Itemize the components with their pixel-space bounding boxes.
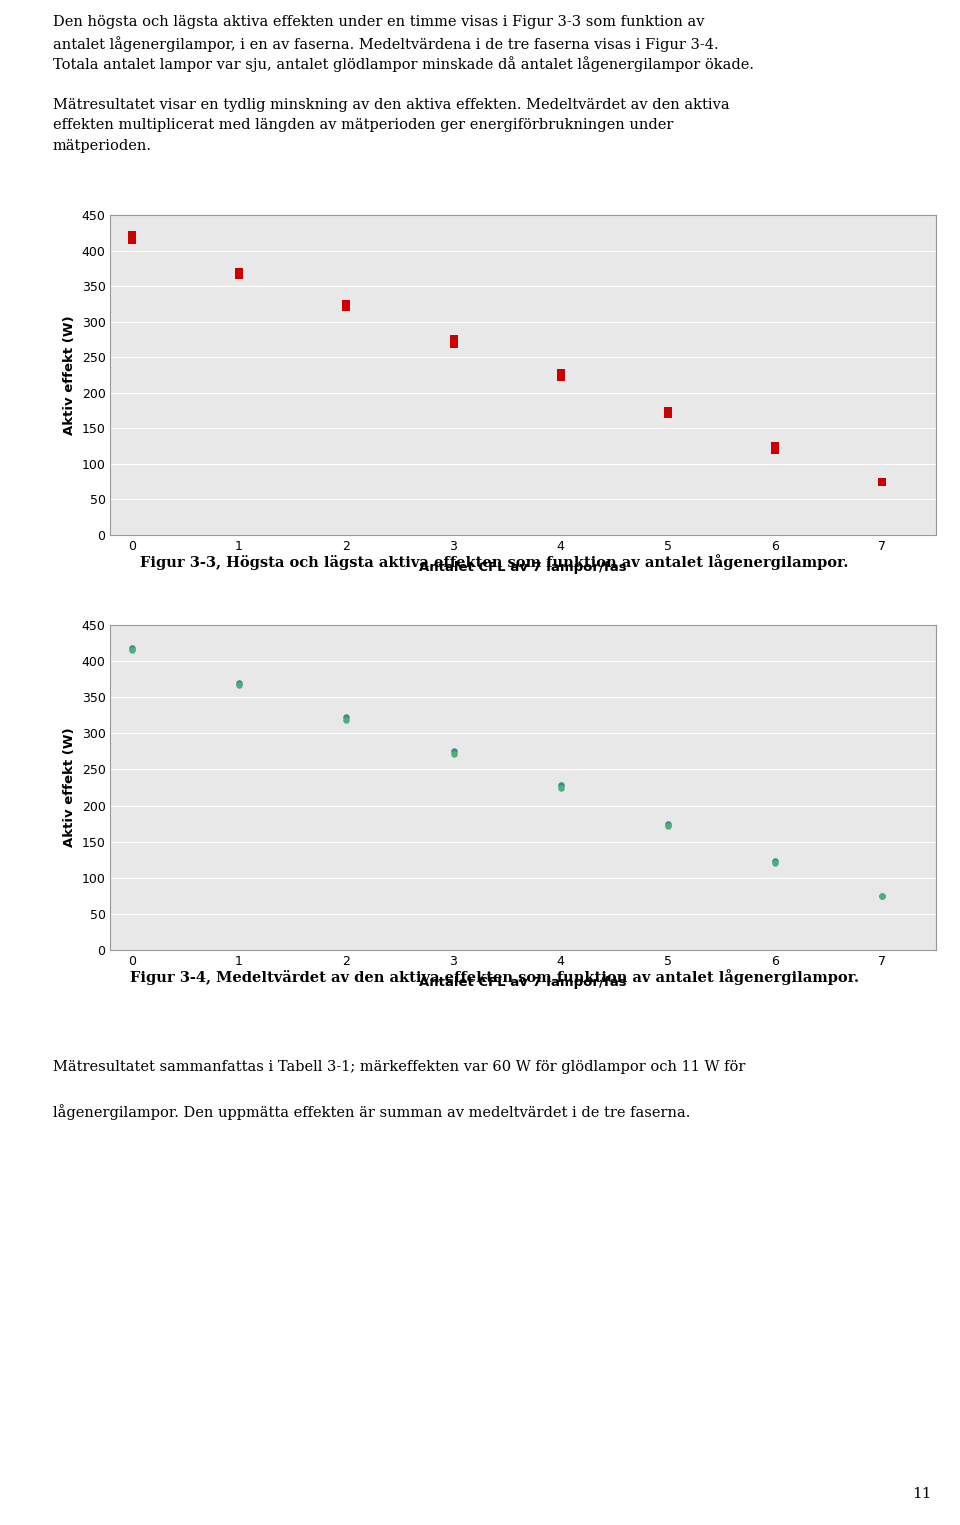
Text: 11: 11 (912, 1487, 931, 1501)
Point (231, 673, 247, 697)
Point (124, 227, 139, 252)
Point (767, 849, 782, 874)
Point (124, 223, 139, 247)
Point (767, 851, 782, 875)
Point (445, 743, 461, 767)
Point (553, 776, 568, 801)
Text: Totala antalet lampor var sju, antalet glödlampor minskade då antalet lågenergil: Totala antalet lampor var sju, antalet g… (53, 56, 754, 72)
Y-axis label: Aktiv effekt (W): Aktiv effekt (W) (63, 727, 76, 848)
Point (767, 438, 782, 462)
Point (553, 361, 568, 386)
Point (875, 470, 890, 494)
Point (553, 773, 568, 798)
Point (660, 813, 676, 837)
Point (767, 435, 782, 459)
Point (339, 708, 354, 732)
Text: Figur 3-4, Medeltvärdet av den aktiva effekten som funktion av antalet lågenergi: Figur 3-4, Medeltvärdet av den aktiva ef… (130, 970, 859, 985)
Point (339, 291, 354, 316)
Point (875, 883, 890, 907)
Point (445, 740, 461, 764)
Point (231, 671, 247, 695)
Text: Mätresultatet visar en tydlig minskning av den aktiva effekten. Medeltvärdet av : Mätresultatet visar en tydlig minskning … (53, 98, 730, 111)
Text: antalet lågenergilampor, i en av faserna. Medeltvärdena i de tre faserna visas i: antalet lågenergilampor, i en av faserna… (53, 35, 718, 52)
Y-axis label: Aktiv effekt (W): Aktiv effekt (W) (63, 316, 76, 435)
X-axis label: Antalet CFL av 7 lampor/fas: Antalet CFL av 7 lampor/fas (420, 976, 627, 990)
Point (660, 398, 676, 422)
Text: effekten multiplicerat med längden av mätperioden ger energiförbrukningen under: effekten multiplicerat med längden av mä… (53, 117, 673, 133)
Text: mätperioden.: mätperioden. (53, 139, 152, 153)
Text: Mätresultatet sammanfattas i Tabell 3-1; märkeffekten var 60 W för glödlampor oc: Mätresultatet sammanfattas i Tabell 3-1;… (53, 1060, 745, 1074)
Point (660, 403, 676, 427)
Point (231, 259, 247, 284)
Point (875, 883, 890, 907)
Point (445, 328, 461, 352)
Point (445, 332, 461, 357)
Point (339, 705, 354, 729)
Point (124, 637, 139, 662)
Text: Den högsta och lägsta aktiva effekten under en timme visas i Figur 3-3 som funkt: Den högsta och lägsta aktiva effekten un… (53, 15, 705, 29)
Text: Figur 3-3, Högsta och lägsta aktiva effekten som funktion av antalet lågenergila: Figur 3-3, Högsta och lägsta aktiva effe… (140, 555, 849, 570)
Point (660, 811, 676, 836)
X-axis label: Antalet CFL av 7 lampor/fas: Antalet CFL av 7 lampor/fas (420, 561, 627, 575)
Point (124, 636, 139, 660)
Point (553, 364, 568, 389)
Point (339, 296, 354, 320)
Point (875, 470, 890, 494)
Text: lågenergilampor. Den uppmätta effekten är summan av medeltvärdet i de tre fasern: lågenergilampor. Den uppmätta effekten ä… (53, 1104, 690, 1119)
Point (231, 264, 247, 288)
